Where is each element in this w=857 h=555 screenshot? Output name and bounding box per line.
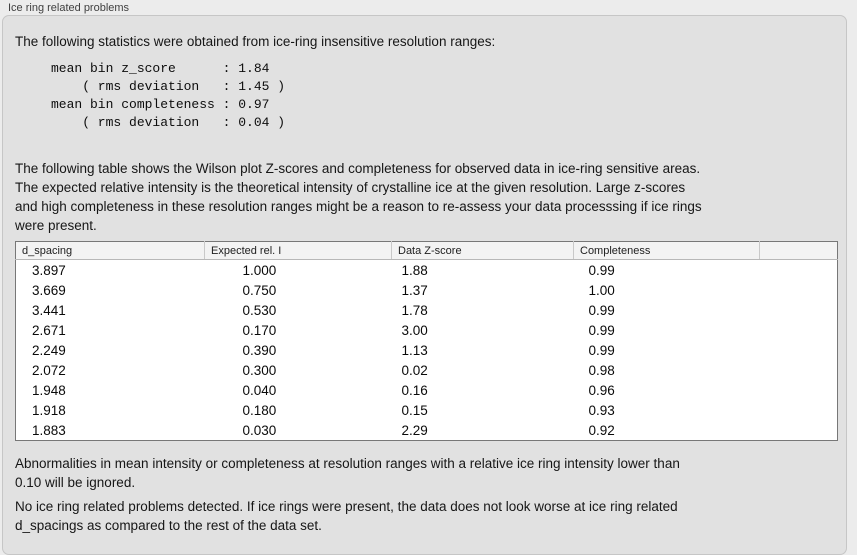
cell-d-spacing: 3.441 bbox=[32, 302, 66, 318]
cell-data-z-score: 1.13 bbox=[401, 342, 428, 358]
cell-data-z-score: 1.78 bbox=[401, 302, 428, 318]
ice-ring-panel: The following statistics were obtained f… bbox=[2, 15, 847, 555]
stats-intro-text: The following statistics were obtained f… bbox=[15, 34, 496, 49]
cell-completeness: 0.99 bbox=[588, 262, 615, 278]
cell-d-spacing: 2.249 bbox=[32, 342, 66, 358]
cell-expected-rel-i: 0.300 bbox=[242, 362, 277, 378]
cell-expected-rel-i: 0.170 bbox=[242, 322, 277, 338]
cell-data-z-score: 2.29 bbox=[401, 422, 428, 438]
table-header-row: d_spacing Expected rel. I Data Z-score C… bbox=[15, 241, 838, 260]
cell-completeness: 0.99 bbox=[588, 302, 615, 318]
ice-ring-table[interactable]: d_spacing Expected rel. I Data Z-score C… bbox=[15, 241, 838, 441]
table-intro-text: The following table shows the Wilson plo… bbox=[15, 161, 702, 233]
cell-data-z-score: 0.16 bbox=[401, 382, 428, 398]
cell-expected-rel-i: 1.000 bbox=[242, 262, 277, 278]
col-header-spacer bbox=[759, 241, 838, 260]
cell-completeness: 0.92 bbox=[588, 422, 615, 438]
cell-d-spacing: 1.883 bbox=[32, 422, 66, 438]
cell-spacer bbox=[760, 340, 838, 360]
cell-expected-rel-i: 0.040 bbox=[242, 382, 277, 398]
cell-spacer bbox=[760, 320, 838, 340]
cell-completeness: 1.00 bbox=[588, 282, 615, 298]
cell-d-spacing: 1.948 bbox=[32, 382, 66, 398]
cell-spacer bbox=[760, 400, 838, 420]
stats-summary-block: mean bin z_score : 1.84 ( rms deviation … bbox=[51, 61, 286, 130]
table-row[interactable]: 3.897 1.000 1.88 0.99 bbox=[16, 260, 838, 281]
cell-data-z-score: 1.37 bbox=[401, 282, 428, 298]
cell-d-spacing: 3.897 bbox=[32, 262, 66, 278]
cell-completeness: 0.99 bbox=[588, 322, 615, 338]
table-row[interactable]: 1.883 0.030 2.29 0.92 bbox=[16, 420, 838, 441]
col-header-d-spacing[interactable]: d_spacing bbox=[15, 241, 205, 260]
cell-spacer bbox=[760, 300, 838, 320]
cell-d-spacing: 2.671 bbox=[32, 322, 66, 338]
section-title: Ice ring related problems bbox=[8, 2, 130, 14]
cell-spacer bbox=[760, 260, 838, 281]
table-row[interactable]: 2.072 0.300 0.02 0.98 bbox=[16, 360, 838, 380]
col-header-data-z-score[interactable]: Data Z-score bbox=[391, 241, 574, 260]
col-header-completeness[interactable]: Completeness bbox=[573, 241, 760, 260]
cell-spacer bbox=[760, 280, 838, 300]
cell-d-spacing: 1.918 bbox=[32, 402, 66, 418]
cell-completeness: 0.93 bbox=[588, 402, 615, 418]
cell-spacer bbox=[760, 380, 838, 400]
cell-data-z-score: 0.02 bbox=[401, 362, 428, 378]
cell-expected-rel-i: 0.180 bbox=[242, 402, 277, 418]
cell-spacer bbox=[760, 420, 838, 441]
table-row[interactable]: 1.918 0.180 0.15 0.93 bbox=[16, 400, 838, 420]
table-row[interactable]: 3.441 0.530 1.78 0.99 bbox=[16, 300, 838, 320]
table-row[interactable]: 3.669 0.750 1.37 1.00 bbox=[16, 280, 838, 300]
cell-expected-rel-i: 0.030 bbox=[242, 422, 277, 438]
table-row[interactable]: 1.948 0.040 0.16 0.96 bbox=[16, 380, 838, 400]
col-header-expected-rel-i[interactable]: Expected rel. I bbox=[204, 241, 392, 260]
cell-completeness: 0.99 bbox=[588, 342, 615, 358]
cell-completeness: 0.98 bbox=[588, 362, 615, 378]
table-row[interactable]: 2.249 0.390 1.13 0.99 bbox=[16, 340, 838, 360]
cell-spacer bbox=[760, 360, 838, 380]
conclusion-text: No ice ring related problems detected. I… bbox=[15, 499, 678, 533]
table-row[interactable]: 2.671 0.170 3.00 0.99 bbox=[16, 320, 838, 340]
cell-expected-rel-i: 0.530 bbox=[242, 302, 277, 318]
cell-d-spacing: 3.669 bbox=[32, 282, 66, 298]
cell-data-z-score: 0.15 bbox=[401, 402, 428, 418]
cell-expected-rel-i: 0.750 bbox=[242, 282, 277, 298]
ignore-note-text: Abnormalities in mean intensity or compl… bbox=[15, 456, 680, 490]
cell-data-z-score: 3.00 bbox=[401, 322, 428, 338]
cell-d-spacing: 2.072 bbox=[32, 362, 66, 378]
cell-expected-rel-i: 0.390 bbox=[242, 342, 277, 358]
cell-data-z-score: 1.88 bbox=[401, 262, 428, 278]
cell-completeness: 0.96 bbox=[588, 382, 615, 398]
